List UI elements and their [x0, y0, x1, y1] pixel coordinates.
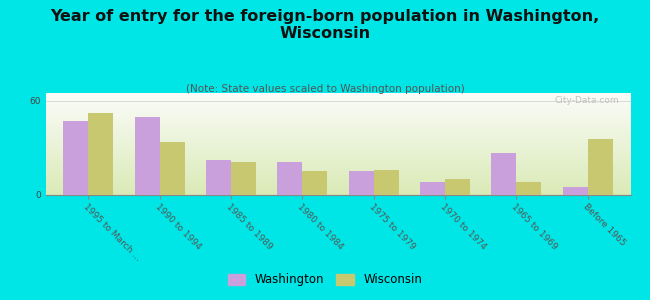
Bar — [374, 170, 398, 195]
Bar — [231, 162, 256, 195]
Bar — [348, 172, 374, 195]
Text: City-Data.com: City-Data.com — [554, 96, 619, 105]
Bar — [135, 116, 160, 195]
Bar — [516, 182, 541, 195]
Bar — [445, 179, 470, 195]
Bar — [420, 182, 445, 195]
Bar — [588, 139, 613, 195]
Bar — [491, 153, 516, 195]
Bar — [63, 121, 88, 195]
Text: Year of entry for the foreign-born population in Washington,
Wisconsin: Year of entry for the foreign-born popul… — [51, 9, 599, 41]
Bar — [302, 172, 328, 195]
Bar — [160, 142, 185, 195]
Text: (Note: State values scaled to Washington population): (Note: State values scaled to Washington… — [186, 84, 464, 94]
Bar — [88, 113, 113, 195]
Legend: Washington, Wisconsin: Washington, Wisconsin — [223, 269, 427, 291]
Bar — [206, 160, 231, 195]
Bar — [563, 187, 588, 195]
Bar — [278, 162, 302, 195]
